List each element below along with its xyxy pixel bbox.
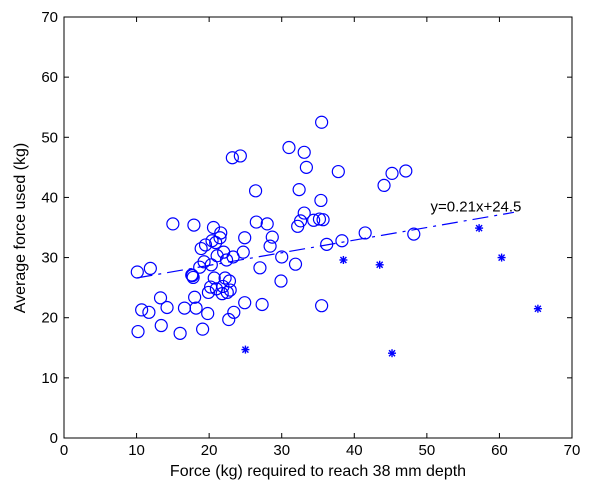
data-point-circle (316, 213, 330, 227)
y-axis-label: Average force used (kg) (12, 143, 29, 313)
x-tick-label: 40 (346, 442, 363, 459)
data-point-circle (187, 218, 201, 232)
x-tick-label: 10 (128, 442, 145, 459)
data-point-circle (331, 164, 345, 179)
y-tick-label: 70 (41, 9, 58, 26)
fit-equation-annotation: y=0.21x+24.5 (430, 198, 521, 215)
axes: 0 10 20 30 40 50 60 70 0 10 20 30 40 50 60 70 (41, 9, 580, 459)
y-tick-label: 30 (41, 250, 58, 267)
data-point-circle (201, 306, 215, 321)
data-point-circle (153, 291, 168, 305)
x-tick-label: 70 (564, 442, 581, 459)
y-tick-label: 50 (41, 129, 58, 146)
data-point-circle (154, 318, 168, 333)
data-point-circle (407, 227, 421, 241)
x-tick-label: 50 (419, 442, 436, 459)
data-point-circle (288, 257, 303, 271)
data-point-circle (130, 265, 144, 279)
data-point-asterisk (375, 260, 384, 269)
data-point-asterisk (241, 345, 250, 354)
y-tick-label: 60 (41, 69, 58, 86)
fit-line (136, 211, 515, 279)
y-tick-label: 20 (41, 310, 58, 327)
data-point-circle (219, 253, 234, 267)
data-point-circle (173, 326, 187, 340)
data-point-circle (196, 322, 210, 336)
data-point-circle (335, 234, 349, 248)
data-point-asterisk (497, 253, 506, 262)
data-point-circle (399, 164, 413, 178)
data-point-circle (275, 250, 289, 264)
data-point-circle (248, 184, 263, 198)
data-point-asterisk (339, 255, 348, 264)
data-point-circle (186, 270, 200, 285)
data-point-circle (263, 239, 277, 253)
x-tick-label: 0 (60, 442, 68, 459)
plot-frame (63, 16, 573, 439)
data-point-circle (293, 214, 308, 228)
data-point-circle (189, 301, 203, 315)
y-tick-label: 40 (41, 189, 58, 206)
data-point-asterisk (388, 349, 397, 358)
data-point-circle (253, 261, 267, 275)
data-point-circle (299, 160, 313, 174)
data-point-asterisk (533, 304, 542, 313)
data-point-circle (131, 324, 145, 339)
data-point-circle (177, 301, 192, 315)
data-point-circle (135, 303, 149, 317)
data-point-circle (198, 238, 213, 252)
data-point-circle (213, 231, 227, 245)
data-point-circle (222, 274, 237, 288)
x-tick-label: 20 (201, 442, 218, 459)
data-point-circle (377, 178, 391, 192)
data-point-circle (166, 217, 180, 231)
data-point-circle (255, 297, 269, 312)
data-point-circle (218, 271, 232, 285)
data-point-circle (297, 206, 311, 220)
data-point-circle (223, 283, 237, 297)
data-point-circle (143, 261, 157, 275)
data-point-circle (233, 149, 247, 163)
data-point-circle (274, 274, 288, 288)
data-point-circle (188, 290, 202, 304)
data-point-circle (214, 226, 228, 240)
data-marks (130, 115, 542, 358)
data-point-circle (320, 237, 334, 251)
x-tick-label: 60 (491, 442, 508, 459)
data-point-circle (292, 183, 306, 197)
x-axis-label: Force (kg) required to reach 38 mm depth (170, 463, 466, 480)
data-point-circle (215, 287, 229, 301)
data-point-circle (236, 245, 250, 259)
data-point-circle (207, 271, 221, 285)
data-point-circle (225, 151, 239, 165)
y-tick-label: 10 (41, 370, 58, 387)
data-point-circle (201, 285, 216, 300)
data-point-circle (160, 300, 174, 315)
data-point-circle (358, 226, 372, 240)
data-point-circle (249, 215, 263, 229)
data-point-asterisk (475, 224, 484, 233)
data-point-circle (194, 241, 208, 256)
data-point-circle (238, 231, 252, 245)
data-point-circle (227, 305, 241, 319)
data-point-circle (222, 312, 236, 327)
data-point-circle (238, 296, 252, 310)
data-point-circle (307, 213, 321, 227)
data-point-circle (314, 193, 328, 208)
data-point-circle (297, 145, 311, 159)
data-point-circle (260, 217, 274, 231)
data-point-circle (142, 305, 156, 319)
data-point-circle (385, 166, 399, 180)
data-point-circle (265, 230, 279, 244)
y-tick-label: 0 (50, 430, 58, 447)
data-point-circle (315, 115, 329, 129)
data-point-circle (197, 255, 211, 269)
data-point-circle (282, 140, 296, 155)
data-point-circle (315, 299, 329, 313)
x-tick-label: 30 (273, 442, 290, 459)
